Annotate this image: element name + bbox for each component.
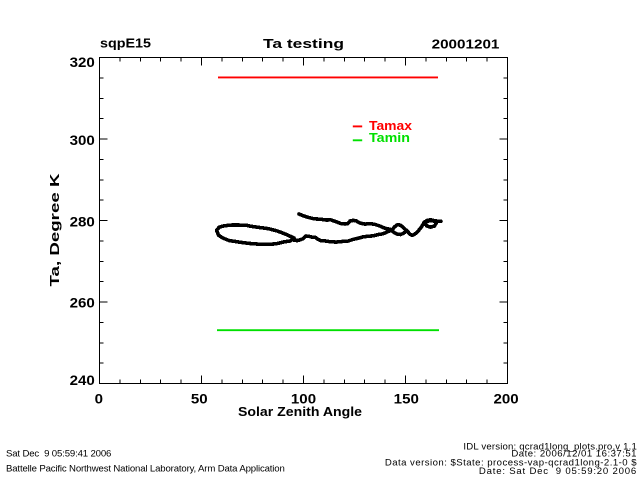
svg-text:240: 240 [70, 372, 95, 388]
svg-text:150: 150 [394, 391, 419, 407]
svg-text:Solar Zenith Angle: Solar Zenith Angle [238, 404, 362, 419]
svg-text:50: 50 [191, 391, 208, 407]
svg-text:Date: Sat Dec 9 05:59:20 2006: Date: Sat Dec 9 05:59:20 2006 [479, 466, 637, 477]
svg-text:0: 0 [95, 391, 104, 407]
svg-text:Data version: $State: process-: Data version: $State: process-vap-qcrad1… [385, 457, 637, 468]
svg-text:300: 300 [70, 132, 95, 148]
svg-text:Tamin: Tamin [369, 130, 410, 145]
svg-text:20001201: 20001201 [432, 36, 500, 51]
svg-text:320: 320 [70, 54, 95, 70]
svg-text:IDL version: qcrad1long_plots.: IDL version: qcrad1long_plots.pro,v 1.1 [463, 441, 637, 452]
svg-text:sqpE15: sqpE15 [100, 35, 151, 50]
svg-text:Ta, Degree K: Ta, Degree K [47, 173, 62, 287]
svg-text:260: 260 [70, 295, 95, 311]
svg-text:Sat Dec 9 05:59:41 2006: Sat Dec 9 05:59:41 2006 [6, 448, 111, 459]
svg-text:280: 280 [70, 213, 95, 229]
svg-text:Ta testing: Ta testing [263, 36, 344, 51]
svg-text:Date: 2006/12/01 16:37:51: Date: 2006/12/01 16:37:51 [511, 449, 637, 460]
svg-text:Tamax: Tamax [369, 118, 413, 133]
svg-text:100: 100 [291, 391, 316, 407]
svg-text:200: 200 [494, 391, 519, 407]
svg-text:Battelle Pacific Northwest Nat: Battelle Pacific Northwest National Labo… [6, 464, 285, 475]
